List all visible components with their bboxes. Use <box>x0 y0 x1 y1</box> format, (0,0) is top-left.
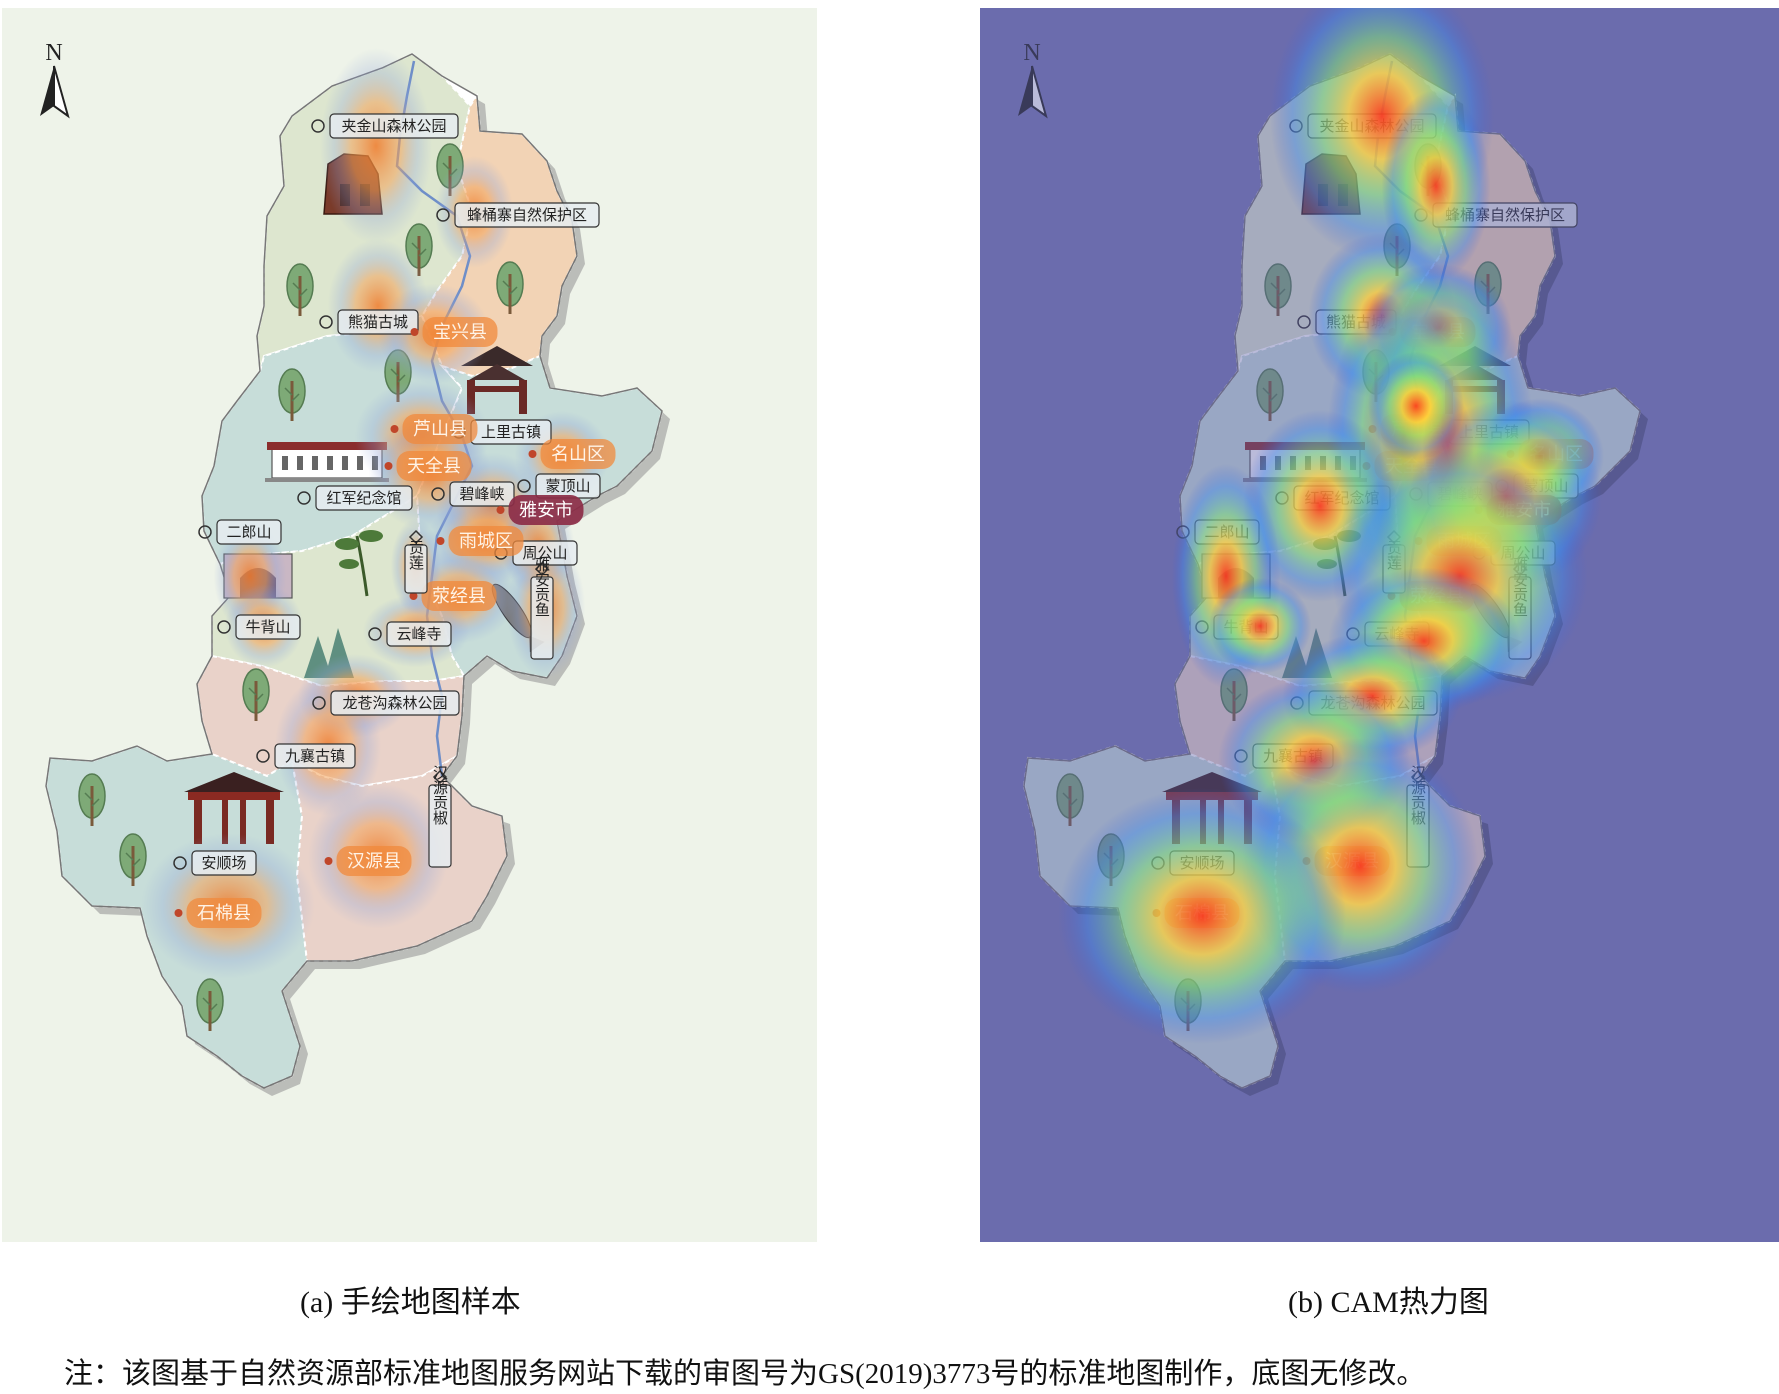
north-arrow-icon: N <box>1018 40 1048 119</box>
hand-drawn-map-panel: N 夹金山森林公园蜂桶寨自然保护区熊猫古城上里古镇红军纪念馆 蒙顶山 碧峰峡二郎山周公… <box>2 8 817 1242</box>
caption-cam-heatmap: (b) CAM热力图 <box>1288 1286 1489 1319</box>
county-label: 芦山县 <box>390 414 478 444</box>
scenic-label-text: 周公山 <box>522 544 567 562</box>
specialty-label: 汉源贡椒 <box>428 765 452 868</box>
county-label-text: 石棉县 <box>197 903 251 924</box>
county-label-text: 宝兴县 <box>433 322 487 343</box>
scenic-spot-icon <box>256 749 270 763</box>
herb-icon <box>335 530 383 597</box>
north-arrow-icon: N <box>40 40 70 119</box>
heat-spot <box>1058 788 1346 1044</box>
scenic-label-text: 碧峰峡 <box>459 485 504 503</box>
scenic-label-text: 安顺场 <box>201 854 246 872</box>
county-label: 宝兴县 <box>410 317 498 347</box>
scenic-label: 牛背山 <box>217 614 301 640</box>
tree-icon <box>119 833 147 886</box>
specialty-product-icon <box>408 529 424 545</box>
county-label: 雅安市 <box>496 495 584 525</box>
scenic-label-text: 九襄古镇 <box>285 747 345 765</box>
tree-icon <box>242 668 270 721</box>
county-label-text: 天全县 <box>407 456 461 477</box>
scenic-spot-icon <box>368 627 382 641</box>
scenic-label: 云峰寺 <box>368 621 452 647</box>
specialty-label: 雅安贡鱼 <box>530 557 554 660</box>
north-label: N <box>45 40 62 66</box>
scenic-label: 周公山 <box>494 540 578 566</box>
archway-icon <box>184 772 284 844</box>
scenic-label: 龙苍沟森林公园 <box>312 690 460 716</box>
scenic-label: 蒙顶山 <box>517 473 601 499</box>
north-label: N <box>1023 40 1040 66</box>
scenic-spot-icon <box>198 525 212 539</box>
tree-icon <box>1264 263 1292 316</box>
county-label-text: 荥经县 <box>432 586 486 607</box>
scenic-label: 上里古镇 <box>452 419 552 445</box>
scenic-label: 碧峰峡 <box>431 481 515 507</box>
heat-spots <box>1058 8 1604 1044</box>
map-body: 夹金山森林公园蜂桶寨自然保护区熊猫古城上里古镇红军纪念馆蒙顶山碧峰峡二郎山周公山… <box>980 8 1779 1242</box>
scenic-label-text: 云峰寺 <box>396 625 441 643</box>
county-label-text: 芦山县 <box>413 419 467 440</box>
scenic-spot-icon <box>312 696 326 710</box>
tree-icon <box>286 263 314 316</box>
scenic-spot-icon <box>297 491 311 505</box>
scenic-label: 二郎山 <box>198 519 282 545</box>
tree-icon <box>196 978 224 1031</box>
scenic-label-text: 熊猫古城 <box>348 313 408 331</box>
specialty-label-text: 贡莲 <box>407 540 425 571</box>
caption-hand-drawn-map: (a) 手绘地图样本 <box>300 1286 521 1319</box>
county-label: 天全县 <box>384 451 472 481</box>
heat-spot <box>320 48 432 244</box>
scenic-label-text: 夹金山森林公园 <box>341 117 446 135</box>
specialty-label-text: 雅安贡鱼 <box>533 557 551 617</box>
scenic-label-text: 红军纪念馆 <box>326 489 401 507</box>
scenic-label-text: 二郎山 <box>226 523 271 541</box>
scenic-label-text: 上里古镇 <box>481 423 541 441</box>
scenic-spot-icon <box>319 315 333 329</box>
scenic-label: 红军纪念馆 <box>297 485 413 511</box>
specialty-product-icon <box>534 561 550 577</box>
scenic-label-text: 蜂桶寨自然保护区 <box>467 206 587 224</box>
scenic-spot-icon <box>173 856 187 870</box>
scenic-label: 熊猫古城 <box>319 309 419 335</box>
heat-spot <box>1208 578 1312 674</box>
scenic-spot-icon <box>436 208 450 222</box>
county-label-text: 雅安市 <box>519 500 573 521</box>
scenic-label-text: 龙苍沟森林公园 <box>342 694 447 712</box>
figure-footnote: 注：该图基于自然资源部标准地图服务网站下载的审图号为GS(2019)3773号的… <box>64 1358 1426 1390</box>
scenic-spot-icon <box>517 479 531 493</box>
heat-spot <box>1381 90 1491 282</box>
cam-heatmap-panel: N夹金山森林公园蜂桶寨自然保护区熊猫古城上里古镇红军纪念馆蒙顶山碧峰峡二郎山周公… <box>980 8 1779 1242</box>
tree-icon <box>1256 368 1284 421</box>
county-label: 名山区 <box>528 439 616 469</box>
county-label: 石棉县 <box>174 898 262 928</box>
specialty-product-icon <box>432 769 448 785</box>
heat-spot <box>1368 351 1464 461</box>
scenic-label-text: 牛背山 <box>245 618 290 636</box>
tree-icon <box>496 261 524 314</box>
scenic-label: 九襄古镇 <box>256 743 356 769</box>
specialty-label: 贡莲 <box>404 529 428 594</box>
scenic-label: 安顺场 <box>173 850 257 876</box>
county-label: 雨城区 <box>436 526 524 556</box>
tree-icon <box>278 368 306 421</box>
county-label: 荥经县 <box>409 581 497 611</box>
scenic-label: 蜂桶寨自然保护区 <box>436 202 600 228</box>
scenic-spot-icon <box>431 487 445 501</box>
tree-icon <box>78 773 106 826</box>
scenic-spot-icon <box>311 119 325 133</box>
county-label: 汉源县 <box>324 846 412 876</box>
county-label-text: 名山区 <box>551 444 605 465</box>
scenic-spot-icon <box>217 620 231 634</box>
scenic-label: 夹金山森林公园 <box>311 113 459 139</box>
county-label-text: 雨城区 <box>459 531 513 552</box>
tree-icon <box>1056 773 1084 826</box>
county-label-text: 汉源县 <box>347 851 401 872</box>
specialty-label-text: 汉源贡椒 <box>431 765 449 825</box>
scenic-label-text: 蒙顶山 <box>545 477 590 495</box>
